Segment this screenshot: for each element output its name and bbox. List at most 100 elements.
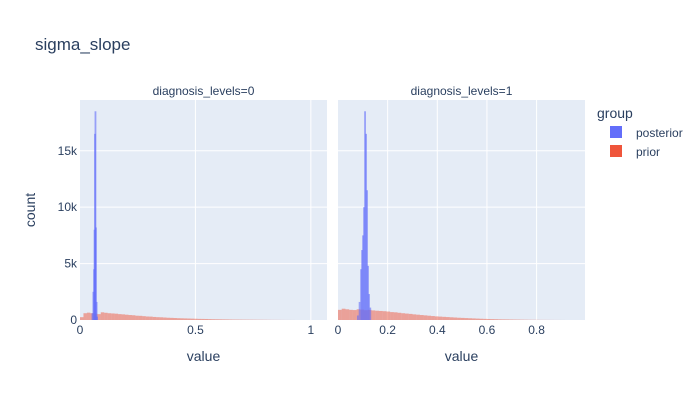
legend-label-prior: prior [636,145,660,159]
x-tick-label: 0.6 [479,323,496,337]
prior-bar [431,316,435,320]
prior-bar [111,313,115,320]
prior-bar [390,312,394,320]
y-tick-label: 10k [58,200,78,214]
posterior-bar [363,207,365,320]
posterior-bar [369,307,372,320]
x-tick-label: 0 [77,323,84,337]
prior-bar [445,317,450,320]
prior-bar [201,318,205,320]
y-axis-title: count [22,193,38,227]
posterior-bar [356,315,359,320]
prior-bar [505,319,510,320]
y-ticks-0: 0 5k 10k 15k [58,144,78,327]
prior-bar [472,318,476,320]
prior-bar [211,319,216,320]
prior-bar [190,318,195,320]
prior-bar [83,313,87,320]
legend-swatch-posterior [610,126,622,138]
posterior-bar [366,190,368,320]
prior-bar [131,315,136,320]
prior-bar [412,314,417,320]
prior-bar [375,310,379,320]
prior-bar [163,317,167,320]
prior-bar [197,318,202,320]
prior-bar [173,318,177,320]
prior-bar [218,319,222,320]
prior-bar [114,313,119,320]
posterior-bar [94,111,97,321]
prior-bars-0 [80,312,295,320]
gridlines-1 [338,100,585,320]
prior-bar [86,312,91,320]
prior-bar [468,318,473,320]
x-axis-title-0: value [187,348,221,364]
prior-bar [460,317,465,320]
prior-bar [434,316,439,320]
prior-bar [338,309,342,320]
prior-bar [449,317,454,320]
prior-bar [483,318,487,320]
posterior-bar [361,250,363,320]
posterior-bars-1 [356,111,372,321]
prior-bar [145,316,150,320]
facet-label-1: diagnosis_levels=1 [411,84,513,98]
chart-title: sigma_slope [35,35,130,54]
prior-bar [442,316,446,320]
prior-bar [494,319,499,320]
prior-bar [180,318,184,320]
legend-item-posterior[interactable]: posterior [610,126,683,140]
prior-bar [135,315,139,320]
y-tick-label: 5k [64,257,78,271]
prior-bar [371,310,376,320]
x-tick-label: 0.5 [187,323,204,337]
prior-bar [356,309,361,320]
prior-bar [125,314,129,320]
legend-swatch-prior [610,145,622,157]
prior-bar [208,319,212,320]
prior-bar [475,318,480,320]
plot-area-0 [80,100,327,320]
prior-bar [393,312,398,320]
plot-area-1 [338,100,585,320]
prior-bar [142,316,146,320]
prior-bar [501,319,506,320]
prior-bar [490,319,495,320]
prior-bar [149,316,153,320]
x-axis-title-1: value [445,348,479,364]
prior-bar [183,318,188,320]
posterior-bar [358,301,361,320]
posterior-bar [368,294,370,320]
prior-bar [419,315,424,320]
prior-bar [152,316,157,320]
prior-bar [464,318,469,320]
prior-bar [405,313,409,320]
prior-bar [166,317,171,320]
prior-bar [107,313,112,320]
prior-bar [386,311,391,320]
prior-bar [159,317,164,320]
posterior-bar [91,313,94,320]
prior-bar [378,310,383,320]
posterior-bar [96,316,98,320]
prior-bar [509,319,514,320]
prior-bar [138,315,143,320]
legend-item-prior[interactable]: prior [610,145,660,159]
prior-bar [416,314,420,320]
prior-bar [352,310,357,320]
y-tick-label: 0 [70,313,77,327]
prior-bar [170,317,174,320]
prior-bar [401,313,406,320]
prior-bar [341,308,346,320]
prior-bar [156,317,160,320]
facet-label-0: diagnosis_levels=0 [153,84,255,98]
posterior-bar [95,301,98,320]
prior-bar [194,318,198,320]
x-tick-label: 0.2 [379,323,396,337]
posterior-bar [364,111,366,321]
legend[interactable]: group posterior prior [597,105,683,159]
prior-bar [408,313,413,320]
x-ticks-1: 0 0.2 0.4 0.6 0.8 [335,323,546,337]
posterior-bars-0 [91,111,98,321]
